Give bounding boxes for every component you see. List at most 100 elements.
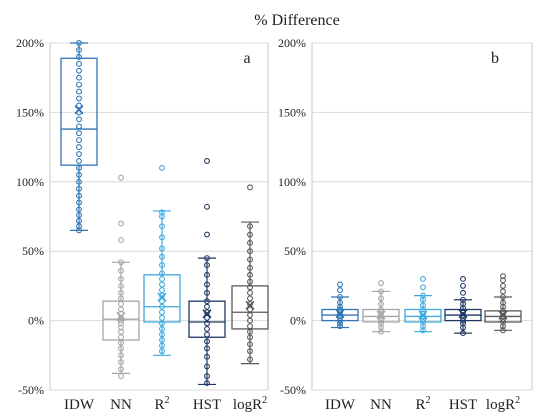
data-point xyxy=(76,217,82,224)
data-point xyxy=(247,239,253,246)
data-point xyxy=(247,284,253,291)
data-point xyxy=(460,314,466,321)
y-tick-label: 0% xyxy=(28,314,44,328)
data-point xyxy=(204,262,210,269)
data-point xyxy=(76,151,82,157)
data-point xyxy=(204,255,210,262)
data-point xyxy=(247,256,253,263)
data-point xyxy=(76,60,82,67)
data-point xyxy=(247,248,253,255)
data-point xyxy=(204,303,210,310)
data-point xyxy=(118,276,124,282)
data-point xyxy=(118,220,124,227)
data-point xyxy=(500,323,506,330)
data-point xyxy=(159,262,165,269)
data-point xyxy=(76,192,82,199)
data-point xyxy=(76,144,82,151)
data-point xyxy=(76,130,82,137)
data-point xyxy=(76,206,82,213)
data-point xyxy=(247,295,253,302)
data-point xyxy=(378,300,384,307)
data-point xyxy=(500,288,506,295)
data-point xyxy=(159,348,165,355)
data-point xyxy=(337,287,343,294)
x-category-label: R2 xyxy=(415,395,430,413)
data-point xyxy=(204,338,210,345)
data-point xyxy=(159,309,165,316)
data-point xyxy=(420,296,426,303)
y-tick-label: -50% xyxy=(18,383,44,397)
data-point xyxy=(378,328,384,335)
box-r2 xyxy=(404,276,442,334)
data-point xyxy=(118,352,124,359)
data-point xyxy=(460,330,466,337)
data-point xyxy=(76,67,82,74)
data-point xyxy=(420,323,426,330)
data-point xyxy=(76,199,82,206)
mean-marker xyxy=(74,105,84,115)
data-point xyxy=(76,95,82,102)
data-point xyxy=(204,363,210,370)
data-point xyxy=(76,53,82,60)
data-point xyxy=(76,137,82,144)
data-point xyxy=(378,288,384,295)
data-point xyxy=(76,212,82,219)
data-point xyxy=(204,298,210,305)
data-point xyxy=(204,271,210,278)
data-point xyxy=(337,317,343,324)
data-point xyxy=(159,342,165,349)
data-point xyxy=(159,234,165,241)
data-point xyxy=(378,317,384,324)
x-category-label: logR2 xyxy=(486,395,520,413)
data-point xyxy=(76,88,82,95)
data-point xyxy=(420,319,426,325)
data-point xyxy=(204,345,210,352)
data-point xyxy=(378,312,384,318)
data-point xyxy=(159,337,165,343)
box-idw xyxy=(60,40,98,234)
data-point xyxy=(500,282,506,289)
data-point xyxy=(337,294,343,300)
data-point xyxy=(118,328,124,335)
data-point xyxy=(159,303,165,310)
data-point xyxy=(420,327,426,334)
data-point xyxy=(76,81,82,88)
data-point xyxy=(76,223,82,230)
box-iqr xyxy=(143,274,181,323)
mean-marker xyxy=(418,310,428,320)
data-point xyxy=(118,306,124,313)
y-tick-label: 100% xyxy=(16,175,44,189)
data-point xyxy=(204,158,210,164)
data-point xyxy=(420,316,426,323)
data-point xyxy=(159,320,165,327)
data-point xyxy=(76,185,82,192)
x-category-label: R2 xyxy=(154,395,169,413)
data-point xyxy=(118,317,124,324)
data-point xyxy=(118,345,124,352)
data-point xyxy=(378,295,384,302)
data-point xyxy=(159,253,165,260)
chart-title: % Difference xyxy=(254,12,339,29)
data-point xyxy=(337,306,343,313)
data-point xyxy=(76,74,82,81)
data-point xyxy=(247,356,253,363)
data-point xyxy=(204,231,210,238)
data-point xyxy=(337,323,343,330)
data-point xyxy=(460,305,466,312)
data-point xyxy=(159,314,165,321)
y-tick-label: 50% xyxy=(284,244,306,258)
data-point xyxy=(204,380,210,387)
data-point xyxy=(500,319,506,325)
data-point xyxy=(337,314,343,321)
data-point xyxy=(118,300,124,307)
data-point xyxy=(378,324,384,331)
data-point xyxy=(204,203,210,210)
box-hst xyxy=(188,158,226,387)
data-point xyxy=(118,174,124,181)
data-point xyxy=(500,307,506,314)
data-point xyxy=(118,366,124,373)
x-category-label: IDW xyxy=(64,397,95,413)
panel-label: a xyxy=(243,50,250,67)
data-point xyxy=(118,295,124,302)
data-point xyxy=(118,237,124,244)
